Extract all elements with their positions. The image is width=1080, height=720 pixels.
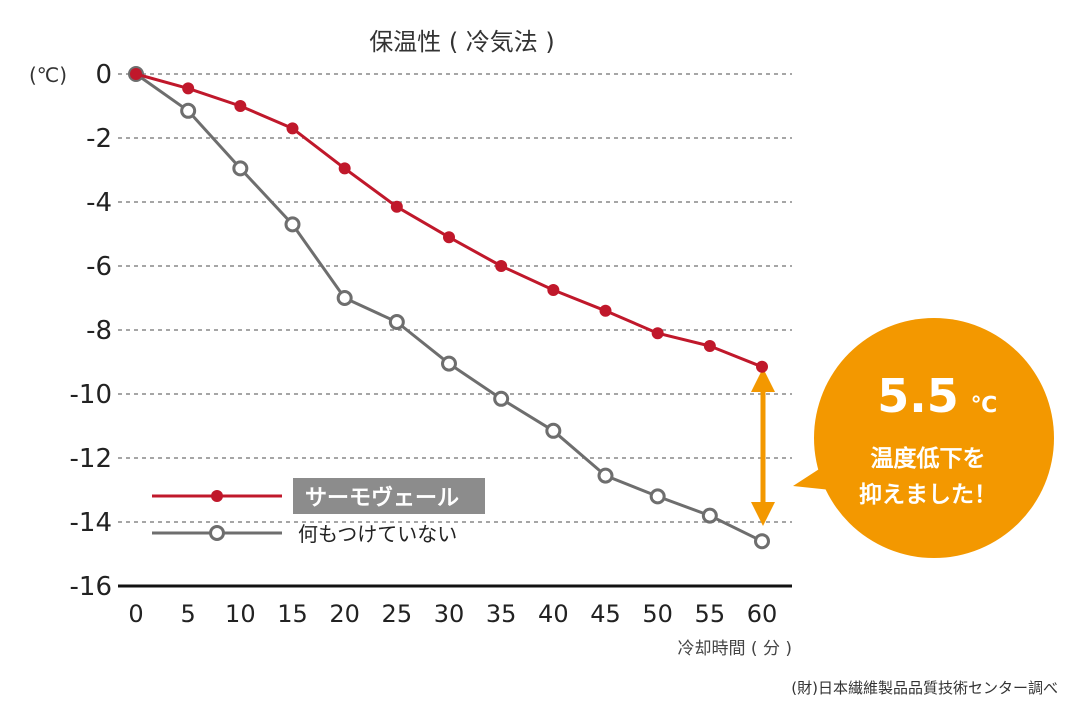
callout-line-1: 温度低下を bbox=[871, 445, 986, 472]
data-point-none bbox=[441, 355, 457, 372]
data-point-none bbox=[180, 102, 197, 119]
x-tick-labels: 0 5 10 15 20 25 30 35 40 45 50 55 60 bbox=[128, 600, 777, 628]
x-tick-label: 60 bbox=[747, 600, 778, 628]
x-tick-label: 10 bbox=[225, 600, 256, 628]
data-point-thermoveil bbox=[390, 200, 403, 213]
data-point-none bbox=[597, 467, 614, 484]
data-point-thermoveil bbox=[495, 260, 508, 272]
legend: サーモヴェール 何もつけていない bbox=[152, 478, 485, 546]
x-tick-label: 5 bbox=[181, 600, 196, 628]
data-point-thermoveil bbox=[599, 304, 612, 317]
y-tick-labels: 0 -2 -4 -6 -8 -10 -12 -14 -16 bbox=[70, 60, 112, 602]
y-tick-label: -4 bbox=[86, 188, 112, 218]
x-tick-label: 55 bbox=[695, 600, 726, 628]
data-point-none bbox=[701, 507, 718, 524]
grid-lines bbox=[118, 73, 792, 523]
y-tick-label: -12 bbox=[70, 444, 112, 474]
x-tick-label: 20 bbox=[329, 600, 360, 628]
x-axis-label: 冷却時間 ( 分 ) bbox=[678, 639, 792, 659]
y-tick-label: 0 bbox=[95, 60, 112, 90]
x-tick-label: 35 bbox=[486, 600, 517, 628]
data-point-thermoveil bbox=[182, 82, 195, 95]
y-tick-label: -2 bbox=[86, 124, 112, 154]
callout-unit: ℃ bbox=[971, 393, 998, 418]
data-point-none bbox=[388, 314, 405, 330]
y-tick-label: -16 bbox=[70, 572, 112, 602]
data-point-thermoveil bbox=[547, 284, 560, 296]
x-tick-label: 50 bbox=[642, 600, 673, 628]
callout-line-2: 抑えました！ bbox=[859, 482, 997, 508]
chart-title: 保温性 ( 冷気法 ) bbox=[369, 28, 555, 56]
series-line-thermoveil bbox=[135, 72, 763, 369]
data-point-none bbox=[545, 422, 562, 439]
y-tick-label: -10 bbox=[70, 380, 112, 410]
data-point-thermoveil bbox=[703, 340, 716, 352]
x-tick-label: 15 bbox=[277, 600, 308, 628]
data-point-thermoveil bbox=[338, 162, 351, 175]
y-tick-label: -8 bbox=[86, 316, 112, 346]
data-point-thermoveil bbox=[756, 360, 768, 373]
data-point-none bbox=[754, 533, 770, 550]
difference-arrow-head-top bbox=[751, 368, 775, 392]
series-line-none bbox=[135, 72, 763, 543]
legend-label-none: 何もつけていない bbox=[298, 522, 457, 546]
callout-value: 5.5 bbox=[877, 369, 959, 423]
data-point-none bbox=[493, 390, 510, 407]
x-tick-label: 40 bbox=[538, 600, 569, 628]
series-layer bbox=[128, 66, 770, 550]
x-tick-label: 30 bbox=[434, 600, 465, 628]
x-tick-label: 25 bbox=[382, 600, 413, 628]
x-tick-label: 45 bbox=[590, 600, 621, 628]
legend-label-thermoveil: サーモヴェール bbox=[305, 485, 459, 511]
legend-marker-none bbox=[209, 525, 225, 541]
y-axis-unit: (℃) bbox=[29, 63, 67, 87]
data-point-none bbox=[336, 290, 353, 306]
data-point-thermoveil bbox=[130, 68, 142, 80]
callout-bubble: 5.5 ℃ 温度低下を 抑えました！ bbox=[793, 318, 1054, 558]
x-tick-label: 0 bbox=[128, 600, 143, 628]
data-point-none bbox=[284, 216, 301, 233]
data-point-none bbox=[649, 488, 666, 505]
legend-highlight-box bbox=[293, 478, 485, 514]
legend-marker-thermoveil bbox=[211, 490, 223, 502]
data-point-none bbox=[232, 160, 249, 177]
y-tick-label: -6 bbox=[86, 252, 112, 282]
y-tick-label: -14 bbox=[70, 508, 112, 538]
difference-arrow bbox=[751, 368, 775, 526]
callout-circle bbox=[814, 318, 1054, 558]
difference-arrow-head-bottom bbox=[751, 502, 775, 526]
source-note: (財)日本繊維製品品質技術センター調べ bbox=[791, 679, 1058, 697]
data-point-thermoveil bbox=[234, 100, 247, 112]
data-point-thermoveil bbox=[286, 122, 299, 135]
data-point-thermoveil bbox=[651, 327, 664, 340]
data-point-thermoveil bbox=[443, 231, 455, 244]
